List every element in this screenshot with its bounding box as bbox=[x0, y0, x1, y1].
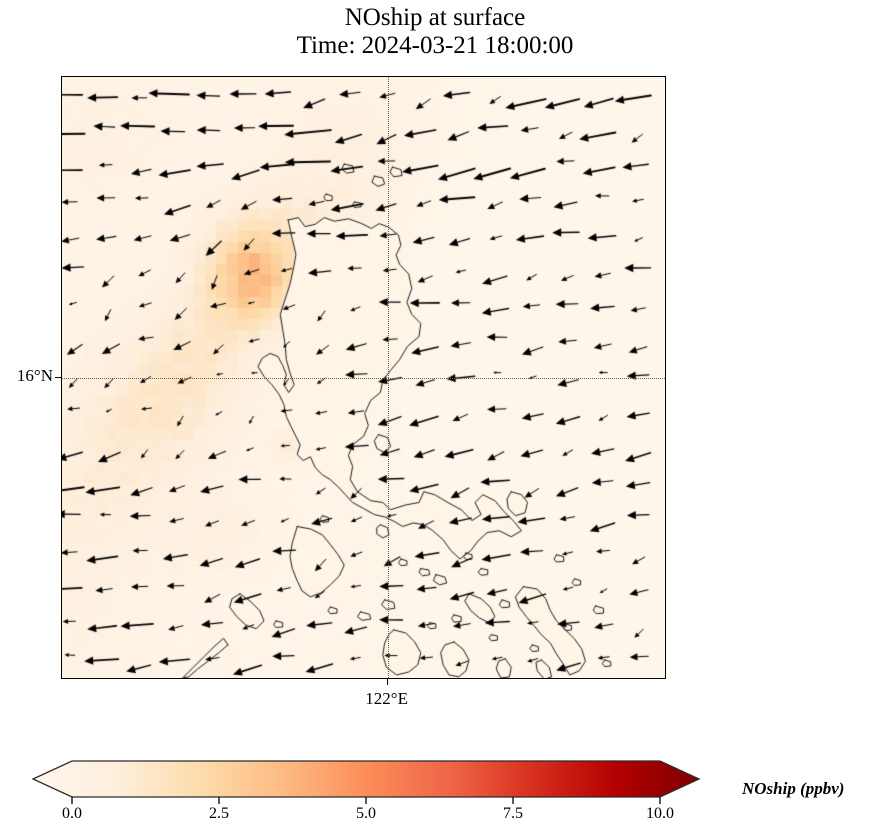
y-axis-tick-16N bbox=[55, 377, 61, 378]
page-title: NOship at surface bbox=[0, 4, 870, 32]
colorbar-tick-label-2: 5.0 bbox=[336, 805, 396, 823]
x-axis-tick-122E bbox=[387, 679, 388, 685]
colorbar[interactable]: 0.0 2.5 5.0 7.5 10.0 NOship (ppbv) bbox=[0, 757, 870, 837]
colorbar-tick-label-4: 10.0 bbox=[630, 805, 690, 823]
map-plot-area[interactable] bbox=[61, 76, 666, 679]
y-axis-label-16N: 16°N bbox=[0, 366, 53, 386]
colorbar-gradient-bar bbox=[33, 761, 699, 797]
figure-subtitle-time: Time: 2024-03-21 18:00:00 bbox=[0, 32, 870, 60]
colorbar-tick-label-1: 2.5 bbox=[189, 805, 249, 823]
latitude-gridline-16N bbox=[62, 378, 665, 379]
colorbar-tick-label-3: 7.5 bbox=[483, 805, 543, 823]
longitude-gridline-122E bbox=[388, 77, 389, 678]
colorbar-tick-label-0: 0.0 bbox=[42, 805, 102, 823]
colorbar-svg bbox=[0, 757, 870, 837]
x-axis-label-122E: 122°E bbox=[342, 689, 432, 709]
colorbar-title: NOship (ppbv) bbox=[742, 779, 844, 799]
colorbar-tick-marks bbox=[72, 797, 660, 804]
figure-title-block: NOship at surface Time: 2024-03-21 18:00… bbox=[0, 4, 870, 60]
